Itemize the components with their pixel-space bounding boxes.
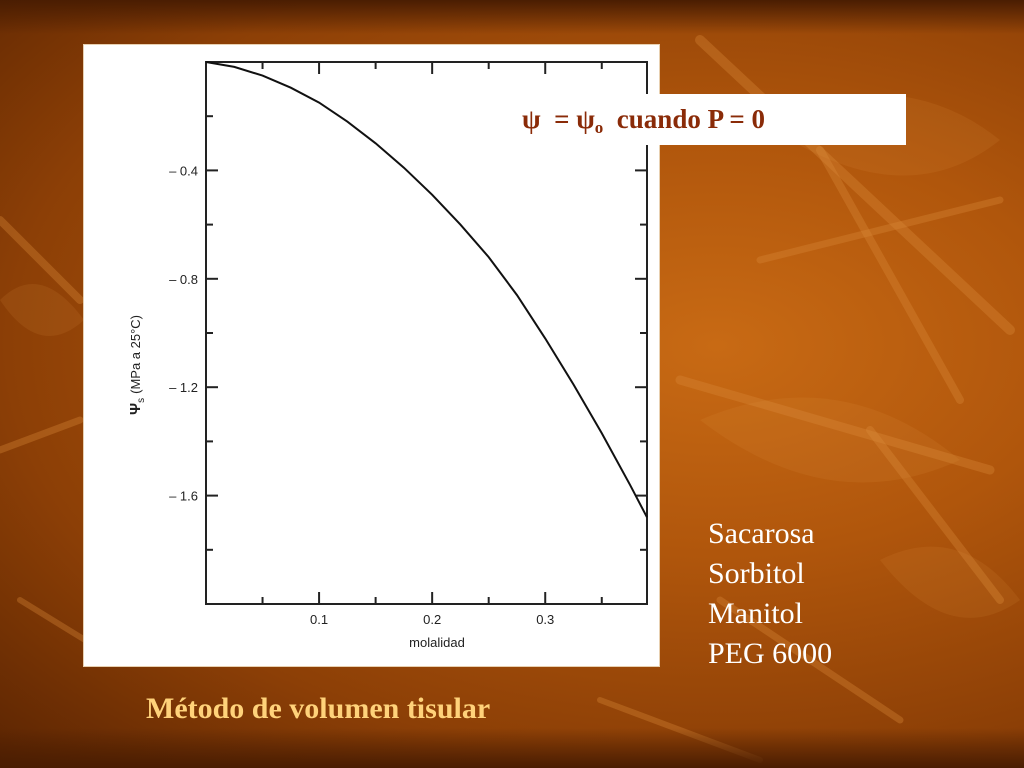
x-minor-ticks: [261, 62, 603, 604]
formula-psi-osmotic: ψ: [576, 104, 595, 134]
y-axis-label-subscript: s: [136, 398, 147, 403]
formula-psi: ψ: [522, 104, 541, 134]
y-tick-labels: – 0.4 – 0.8 – 1.2 – 1.6: [169, 163, 198, 503]
top-shadow-band: [0, 0, 1024, 34]
y-axis-label-symbol: Ψ: [127, 403, 144, 415]
x-axis-label: molalidad: [409, 635, 465, 650]
y-minor-ticks: [206, 115, 647, 551]
formula-subscript: o: [594, 118, 604, 137]
x-tick-label: 0.2: [423, 612, 441, 627]
osmotic-potential-chart: – 0.4 – 0.8 – 1.2 – 1.6 0.1 0.2 0.3 molalidad…: [127, 61, 648, 650]
y-tick-label: – 1.2: [169, 380, 198, 395]
formula-box: ψ = ψo cuando P = 0: [506, 94, 906, 145]
solute-item-sorbitol: Sorbitol: [708, 557, 805, 590]
y-axis-label-units: (MPa a 25°C): [128, 315, 143, 394]
y-axis-label: Ψs (MPa a 25°C): [127, 315, 147, 415]
y-tick-label: – 0.4: [169, 163, 198, 178]
formula-condition: cuando P = 0: [616, 104, 765, 134]
x-tick-labels: 0.1 0.2 0.3: [310, 612, 554, 627]
solute-list: Sacarosa Sorbitol Manitol PEG 6000: [708, 514, 832, 674]
x-tick-label: 0.3: [536, 612, 554, 627]
x-tick-label: 0.1: [310, 612, 328, 627]
bottom-shadow-band: [0, 728, 1024, 768]
solute-item-peg-6000: PEG 6000: [708, 637, 833, 670]
solute-item-sacarosa: Sacarosa: [708, 517, 815, 550]
chart-panel: – 0.4 – 0.8 – 1.2 – 1.6 0.1 0.2 0.3 molalidad…: [84, 45, 659, 666]
formula-equals: =: [554, 104, 570, 134]
y-tick-label: – 1.6: [169, 489, 198, 504]
series-line: [205, 61, 648, 518]
solute-item-manitol: Manitol: [708, 597, 803, 630]
method-title: Método de volumen tisular: [146, 692, 491, 725]
y-tick-label: – 0.8: [169, 272, 198, 287]
